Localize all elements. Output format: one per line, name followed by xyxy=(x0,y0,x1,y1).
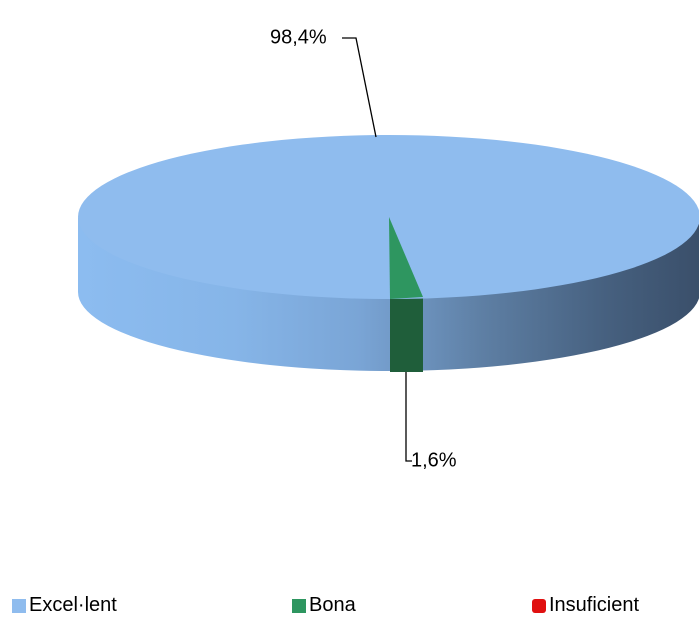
data-label-excellent: 98,4% xyxy=(270,26,327,48)
legend-swatch-excellent xyxy=(12,598,26,613)
legend-label-excellent: Excel·lent xyxy=(29,594,117,616)
legend-item-excellent: Excel·lent xyxy=(12,594,117,617)
legend-swatch-insuficient xyxy=(532,598,546,613)
pie-side-bona xyxy=(390,296,423,372)
legend: Excel·lent Bona Insuficient xyxy=(0,594,699,618)
pie-slice-excellent xyxy=(78,135,699,299)
legend-label-bona: Bona xyxy=(309,594,356,616)
legend-swatch-bona xyxy=(292,598,306,613)
pie-chart: 98,4% 1,6% xyxy=(78,26,699,471)
leader-line-bona xyxy=(405,372,412,462)
legend-item-bona: Bona xyxy=(292,594,356,617)
data-label-bona: 1,6% xyxy=(411,449,457,471)
legend-label-insuficient: Insuficient xyxy=(549,594,640,616)
legend-item-insuficient: Insuficient xyxy=(532,594,639,617)
pie-slice-bona xyxy=(389,217,423,299)
leader-line-excellent xyxy=(342,37,377,138)
